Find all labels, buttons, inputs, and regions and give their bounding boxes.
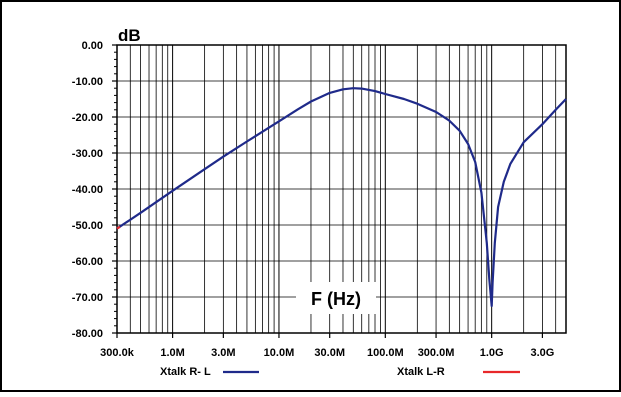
series-line [116,225,121,230]
y-tick-label: -30.00 [72,148,103,160]
x-axis-label: F (Hz) [311,289,361,309]
x-tick-label: 3.0M [211,347,235,359]
x-tick-label: 300.0k [100,347,135,359]
series [116,87,567,308]
y-tick-label: 0.00 [82,40,103,52]
legend-label: Xtalk R- L [160,366,211,378]
series-line [116,87,567,308]
y-tick-label: -20.00 [72,112,103,124]
x-tick-label: 300.0M [418,347,455,359]
y-tick-label: -70.00 [72,292,103,304]
y-tick-label: -50.00 [72,220,103,232]
x-tick-label: 1.0M [160,347,184,359]
x-axis-label-box [296,282,376,314]
y-axis: 0.00 -10.00 -20.00 -30.00 -40.00 -50.00 -60.00… [72,40,117,340]
x-tick-label: 30.0M [314,347,345,359]
x-tick-label: 3.0G [530,347,554,359]
y-axis-label: dB [118,26,141,45]
legend: Xtalk R- L Xtalk L-R [160,366,520,378]
y-tick-label: -10.00 [72,76,103,88]
y-tick-label: -80.00 [72,328,103,340]
y-tick-label: -40.00 [72,184,103,196]
x-tick-label: 1.0G [480,347,504,359]
legend-label: Xtalk L-R [397,366,445,378]
y-tick-label: -60.00 [72,256,103,268]
grid [117,44,566,334]
x-tick-label: 10.0M [264,347,295,359]
x-axis: 300.0k 1.0M 3.0M 10.0M 30.0M 100.0M 300.0M 1.0G… [100,333,554,359]
x-tick-label: 100.0M [367,347,404,359]
